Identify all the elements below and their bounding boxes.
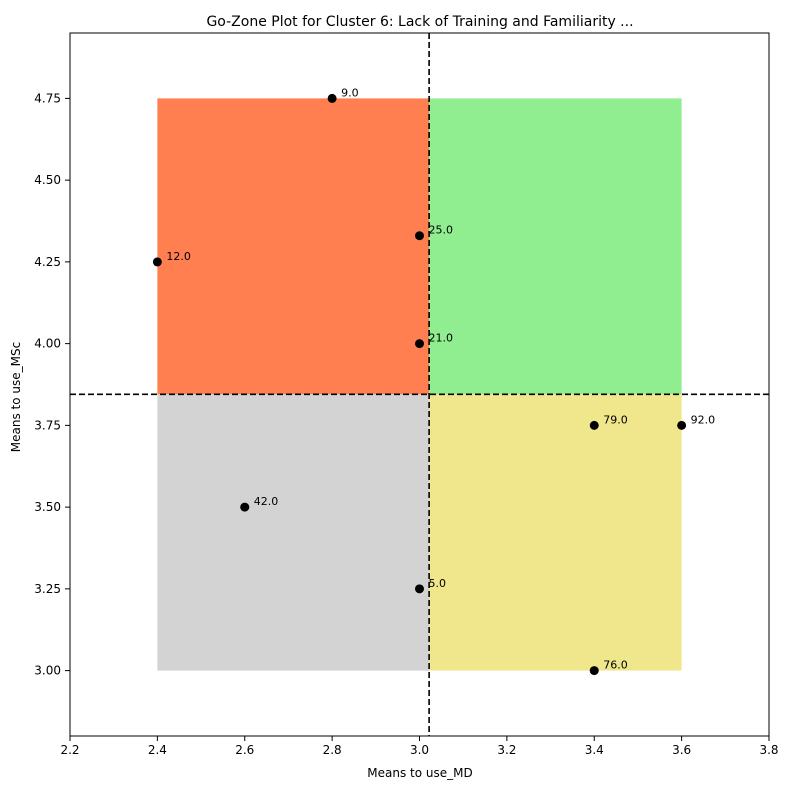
y-tick-label: 3.75 bbox=[34, 418, 61, 432]
zones-layer bbox=[157, 98, 682, 671]
point-label: 9.0 bbox=[341, 86, 359, 99]
data-point bbox=[415, 584, 424, 594]
point-label: 76.0 bbox=[603, 659, 628, 672]
y-tick-label: 4.25 bbox=[34, 255, 61, 269]
point-label: 92.0 bbox=[691, 413, 716, 426]
y-tick-label: 4.00 bbox=[34, 337, 61, 351]
zone-lower-right bbox=[429, 394, 682, 671]
x-tick-label: 3.0 bbox=[410, 743, 429, 757]
point-label: 21.0 bbox=[429, 332, 454, 345]
x-tick-label: 3.4 bbox=[585, 743, 604, 757]
x-axis-ticks: 2.2 2.4 2.6 2.8 3.0 3.2 3.4 3.6 3.8 bbox=[60, 736, 779, 757]
x-tick-label: 3.8 bbox=[759, 743, 778, 757]
y-tick-label: 3.00 bbox=[34, 664, 61, 678]
x-tick-label: 2.6 bbox=[235, 743, 254, 757]
x-tick-label: 2.4 bbox=[148, 743, 167, 757]
points-layer bbox=[152, 93, 687, 676]
x-tick-label: 3.6 bbox=[672, 743, 691, 757]
data-point bbox=[415, 231, 424, 241]
y-tick-label: 4.50 bbox=[34, 173, 61, 187]
zone-lower-left bbox=[157, 394, 430, 671]
mean-lines-layer bbox=[70, 33, 769, 736]
point-labels-layer: 9.0 12.0 25.0 21.0 79.0 92.0 42.0 5.0 76.0 bbox=[166, 86, 715, 671]
point-label: 42.0 bbox=[254, 495, 279, 508]
x-tick-label: 3.2 bbox=[497, 743, 516, 757]
zone-upper-right bbox=[429, 98, 682, 395]
y-tick-label: 4.75 bbox=[34, 91, 61, 105]
data-point bbox=[589, 666, 599, 676]
data-point bbox=[589, 420, 599, 430]
data-point bbox=[677, 420, 687, 430]
x-tick-label: 2.2 bbox=[60, 743, 79, 757]
data-point bbox=[152, 257, 162, 267]
data-point bbox=[240, 502, 250, 512]
point-label: 79.0 bbox=[603, 413, 628, 426]
x-axis-label: Means to use_MD bbox=[367, 766, 472, 780]
point-label: 25.0 bbox=[429, 224, 454, 237]
data-point bbox=[415, 339, 424, 349]
zone-upper-left bbox=[157, 98, 430, 395]
point-label: 12.0 bbox=[166, 250, 191, 263]
data-point bbox=[327, 93, 337, 103]
point-label: 5.0 bbox=[429, 577, 447, 590]
y-tick-label: 3.50 bbox=[34, 500, 61, 514]
chart-title: Go-Zone Plot for Cluster 6: Lack of Trai… bbox=[206, 14, 633, 30]
x-tick-label: 2.8 bbox=[323, 743, 342, 757]
y-tick-label: 3.25 bbox=[34, 582, 61, 596]
y-axis-label: Means to use_MSc bbox=[9, 342, 23, 452]
y-axis-ticks: 3.00 3.25 3.50 3.75 4.00 4.25 4.50 4.75 bbox=[34, 91, 70, 678]
